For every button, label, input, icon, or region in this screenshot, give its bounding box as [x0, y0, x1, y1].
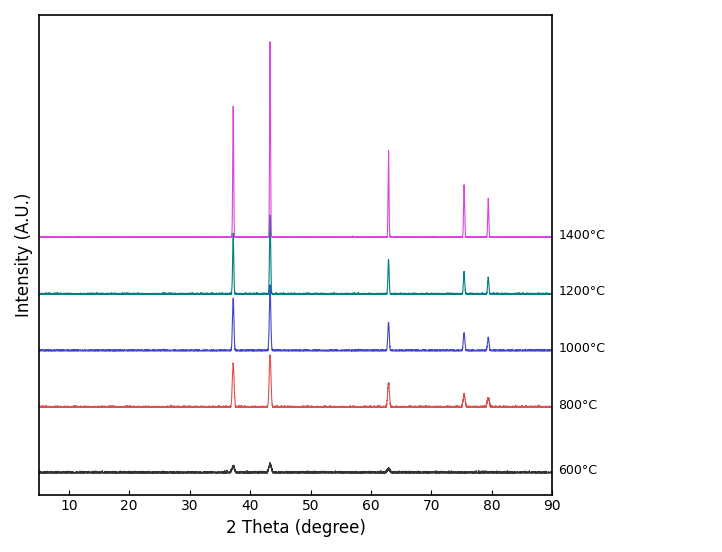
X-axis label: 2 Theta (degree): 2 Theta (degree) [225, 519, 365, 537]
Text: 1000°C: 1000°C [558, 342, 605, 355]
Text: 1200°C: 1200°C [558, 285, 605, 298]
Text: 800°C: 800°C [558, 399, 598, 412]
Text: 600°C: 600°C [558, 464, 597, 477]
Y-axis label: Intensity (A.U.): Intensity (A.U.) [15, 193, 33, 317]
Text: 1400°C: 1400°C [558, 229, 605, 242]
